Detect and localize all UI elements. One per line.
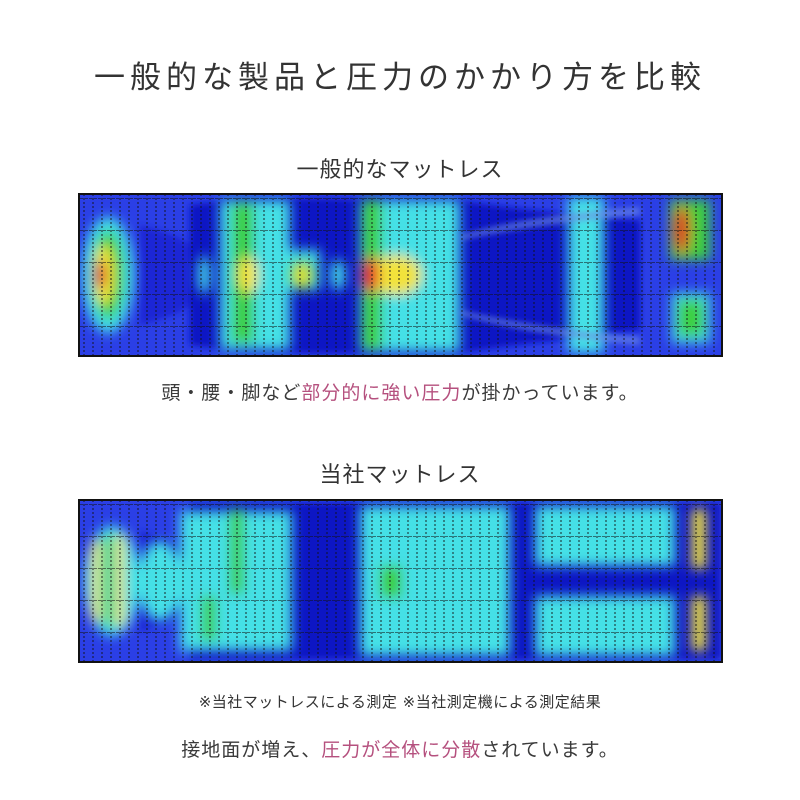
page-title: 一般的な製品と圧力のかかり方を比較	[94, 60, 706, 96]
standard-mattress-pressure-map	[78, 193, 723, 357]
measurement-note: ※当社マットレスによる測定 ※当社測定機による測定結果	[198, 693, 602, 711]
caption-text: が掛かっています。	[461, 382, 639, 404]
caption-highlight: 圧力が全体に分散	[321, 739, 482, 761]
our-mattress-heading: 当社マットレス	[319, 463, 481, 488]
our-mattress-pressure-map	[78, 499, 723, 663]
caption-text: 接地面が増え、	[181, 739, 322, 761]
standard-mattress-caption: 頭・腰・脚など部分的に強い圧力が掛かっています。	[0, 378, 800, 405]
caption-text: 頭・腰・脚など	[161, 382, 302, 404]
standard-mattress-heading: 一般的なマットレス	[296, 158, 504, 183]
caption-highlight: 部分的に強い圧力	[301, 382, 462, 404]
our-mattress-caption: 接地面が増え、圧力が全体に分散されています。	[0, 735, 800, 762]
caption-text: されています。	[481, 739, 619, 761]
